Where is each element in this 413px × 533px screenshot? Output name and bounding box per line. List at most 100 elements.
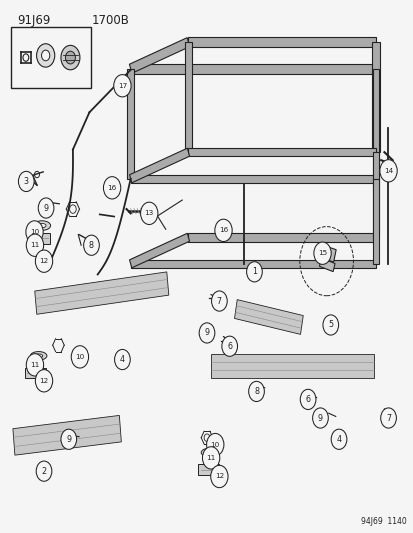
Text: 12: 12 — [39, 378, 48, 384]
Polygon shape — [129, 38, 189, 73]
Circle shape — [214, 219, 232, 241]
Polygon shape — [234, 300, 303, 334]
Text: 3: 3 — [24, 177, 29, 186]
Circle shape — [38, 198, 54, 218]
FancyBboxPatch shape — [28, 233, 50, 244]
Circle shape — [36, 44, 55, 67]
Polygon shape — [211, 354, 373, 377]
Text: 15: 15 — [317, 250, 326, 256]
Circle shape — [206, 433, 223, 456]
Circle shape — [61, 429, 76, 449]
Text: 16: 16 — [107, 185, 116, 191]
Polygon shape — [13, 415, 121, 455]
Text: 12: 12 — [214, 473, 223, 480]
Circle shape — [65, 51, 75, 64]
Text: 4: 4 — [336, 435, 341, 444]
Circle shape — [83, 235, 99, 255]
Circle shape — [26, 354, 43, 376]
Text: 7: 7 — [216, 296, 221, 305]
Circle shape — [114, 350, 130, 369]
Text: 13: 13 — [144, 211, 154, 216]
Circle shape — [246, 262, 262, 282]
Polygon shape — [317, 245, 335, 262]
Ellipse shape — [201, 448, 216, 457]
Polygon shape — [129, 233, 189, 268]
Polygon shape — [131, 174, 375, 183]
Circle shape — [313, 242, 330, 264]
Ellipse shape — [38, 223, 46, 228]
Text: 9: 9 — [204, 328, 209, 337]
Circle shape — [211, 291, 227, 311]
FancyBboxPatch shape — [24, 368, 46, 378]
Polygon shape — [131, 64, 375, 74]
Text: 10: 10 — [75, 354, 84, 360]
Circle shape — [19, 171, 34, 191]
Circle shape — [210, 465, 228, 488]
Text: 10: 10 — [210, 441, 219, 448]
Circle shape — [379, 160, 396, 182]
Text: 6: 6 — [227, 342, 232, 351]
Polygon shape — [184, 42, 192, 152]
Circle shape — [248, 381, 264, 401]
Polygon shape — [373, 69, 378, 179]
Circle shape — [61, 45, 80, 70]
Polygon shape — [373, 179, 378, 264]
Text: 91J69: 91J69 — [17, 14, 50, 27]
Circle shape — [35, 369, 52, 392]
FancyBboxPatch shape — [11, 27, 91, 88]
Circle shape — [140, 202, 157, 224]
Circle shape — [330, 429, 346, 449]
Polygon shape — [373, 152, 378, 237]
Text: 10: 10 — [30, 229, 39, 235]
Circle shape — [202, 447, 219, 469]
Text: 7: 7 — [385, 414, 390, 423]
Text: 9: 9 — [66, 435, 71, 444]
Circle shape — [299, 389, 315, 409]
Circle shape — [114, 75, 131, 97]
Polygon shape — [35, 272, 169, 314]
Polygon shape — [188, 37, 375, 47]
Ellipse shape — [205, 451, 212, 455]
Text: 94J69  1140: 94J69 1140 — [361, 517, 406, 526]
Text: 8: 8 — [254, 387, 259, 396]
Circle shape — [221, 336, 237, 357]
Polygon shape — [372, 42, 379, 152]
Circle shape — [26, 234, 43, 256]
Text: 6: 6 — [305, 395, 310, 404]
Text: 1700B: 1700B — [91, 14, 129, 27]
Text: 11: 11 — [30, 362, 40, 368]
Polygon shape — [127, 69, 134, 179]
Text: 4: 4 — [120, 355, 125, 364]
Circle shape — [36, 461, 52, 481]
Text: 11: 11 — [206, 455, 215, 461]
Ellipse shape — [33, 221, 50, 230]
Circle shape — [41, 50, 50, 61]
Text: 14: 14 — [383, 168, 392, 174]
Text: 11: 11 — [30, 242, 40, 248]
Circle shape — [35, 250, 52, 272]
Circle shape — [380, 408, 395, 428]
FancyBboxPatch shape — [197, 464, 219, 475]
Circle shape — [312, 408, 328, 428]
Text: 2: 2 — [41, 467, 47, 475]
Ellipse shape — [30, 352, 47, 360]
Polygon shape — [319, 258, 334, 272]
Circle shape — [199, 323, 214, 343]
Text: 17: 17 — [118, 83, 127, 89]
Polygon shape — [131, 260, 375, 268]
Circle shape — [103, 176, 121, 199]
Circle shape — [26, 221, 43, 243]
Text: 8: 8 — [89, 241, 94, 250]
Text: 16: 16 — [218, 228, 228, 233]
Text: 9: 9 — [43, 204, 48, 213]
Text: 1: 1 — [252, 268, 256, 276]
Polygon shape — [188, 233, 375, 241]
Text: 9: 9 — [317, 414, 322, 423]
Text: 5: 5 — [328, 320, 332, 329]
Polygon shape — [129, 148, 189, 183]
Polygon shape — [188, 148, 375, 157]
Text: 12: 12 — [39, 258, 48, 264]
Circle shape — [71, 346, 88, 368]
Ellipse shape — [34, 354, 43, 358]
Circle shape — [322, 315, 338, 335]
